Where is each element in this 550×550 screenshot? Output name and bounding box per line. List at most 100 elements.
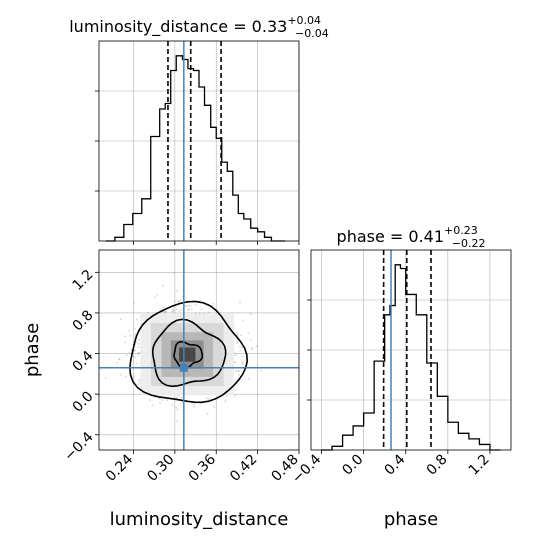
sample-point: [158, 397, 161, 400]
sample-point: [135, 362, 138, 365]
tick-marks: [307, 299, 491, 454]
histogram-step: [321, 264, 501, 451]
sample-point: [256, 345, 258, 348]
sample-point: [236, 341, 239, 343]
sample-point: [236, 332, 239, 335]
sample-point: [177, 300, 180, 303]
density-blocks: [140, 313, 235, 396]
tick-marks: [95, 90, 300, 245]
quantile-lines: [167, 41, 222, 241]
sample-point: [137, 383, 140, 386]
sample-point: [239, 301, 241, 304]
sample-point: [181, 396, 183, 399]
luminosity-distance-title: luminosity_distance = 0.33+0.04 −0.04: [69, 14, 329, 40]
sample-point: [250, 347, 253, 350]
sample-point: [238, 370, 240, 373]
sample-point: [193, 403, 196, 406]
sample-point: [137, 346, 140, 349]
sample-point: [118, 358, 121, 361]
y-tick-label: 0.4: [70, 348, 97, 375]
sample-point: [206, 397, 208, 399]
sample-point: [176, 408, 179, 411]
sample-point: [239, 349, 242, 352]
sample-point: [126, 354, 128, 357]
sample-point: [171, 404, 174, 407]
sample-point: [237, 369, 240, 372]
sample-point: [120, 318, 122, 320]
sample-point: [151, 404, 154, 407]
sample-point: [147, 311, 150, 314]
luminosity-distance-histogram-panel: [95, 40, 300, 245]
panel-frame: [98, 249, 300, 451]
sample-point: [242, 355, 245, 358]
grid-lines: [311, 250, 511, 450]
y-tick-label: 1.2: [70, 267, 97, 294]
sample-point: [187, 308, 189, 311]
sample-point: [149, 399, 151, 401]
sample-point: [137, 352, 139, 354]
sample-point: [133, 349, 136, 352]
sample-point: [162, 306, 164, 309]
sample-point: [207, 311, 210, 314]
sample-point: [138, 352, 141, 355]
sample-point: [180, 402, 183, 405]
sample-point: [118, 358, 120, 361]
sample-point: [180, 309, 183, 311]
sample-point: [238, 374, 241, 376]
sample-point: [116, 361, 118, 364]
sample-point: [128, 329, 130, 332]
sample-point: [251, 348, 254, 350]
sample-point: [241, 362, 244, 365]
sample-point: [198, 312, 201, 315]
sample-point: [133, 327, 136, 330]
sample-point: [208, 398, 211, 400]
y-tick-label: 0.0: [70, 389, 97, 416]
sample-point: [104, 377, 107, 379]
contour-line: [129, 300, 249, 404]
sample-point: [224, 400, 227, 403]
x-tick-label: 0.36: [186, 451, 219, 484]
sample-point: [138, 343, 140, 345]
truth-crosshair: [99, 250, 299, 450]
sample-point: [138, 379, 140, 381]
sample-point: [133, 349, 136, 352]
sample-point: [241, 361, 244, 364]
sample-point: [132, 355, 134, 358]
sample-point: [212, 302, 215, 305]
sample-point: [125, 375, 127, 378]
sample-point: [129, 335, 132, 337]
sample-point: [165, 310, 167, 313]
sample-point: [159, 402, 161, 405]
sample-point: [138, 339, 141, 341]
sample-point: [213, 406, 215, 409]
sample-point: [134, 333, 137, 336]
sample-point: [137, 354, 140, 357]
sample-point: [233, 394, 236, 397]
sample-point: [171, 310, 174, 313]
contour-line: [173, 340, 204, 370]
sample-point: [174, 300, 176, 303]
tick-marks: [95, 271, 300, 454]
truth-marker: [179, 363, 188, 372]
x-tick-label: 0.0: [339, 452, 366, 479]
sample-point: [250, 313, 253, 315]
sample-point: [133, 302, 135, 304]
sample-point: [133, 356, 136, 359]
phase-title: phase = 0.41+0.23 −0.22: [337, 224, 486, 250]
sample-point: [234, 361, 237, 363]
contour-lines: [129, 300, 249, 404]
sample-point: [190, 308, 193, 311]
sample-point: [177, 394, 180, 397]
x-tick-label: 0.30: [144, 452, 177, 485]
sample-point: [165, 311, 167, 314]
sample-point: [260, 369, 263, 372]
sample-point: [119, 374, 122, 376]
sample-point: [179, 300, 181, 303]
x-tick-label: 0.24: [103, 451, 136, 484]
sample-point: [247, 331, 250, 334]
sample-point: [160, 399, 163, 401]
sample-point: [193, 406, 196, 408]
sample-point: [176, 396, 178, 399]
quantile-lines: [382, 250, 432, 450]
